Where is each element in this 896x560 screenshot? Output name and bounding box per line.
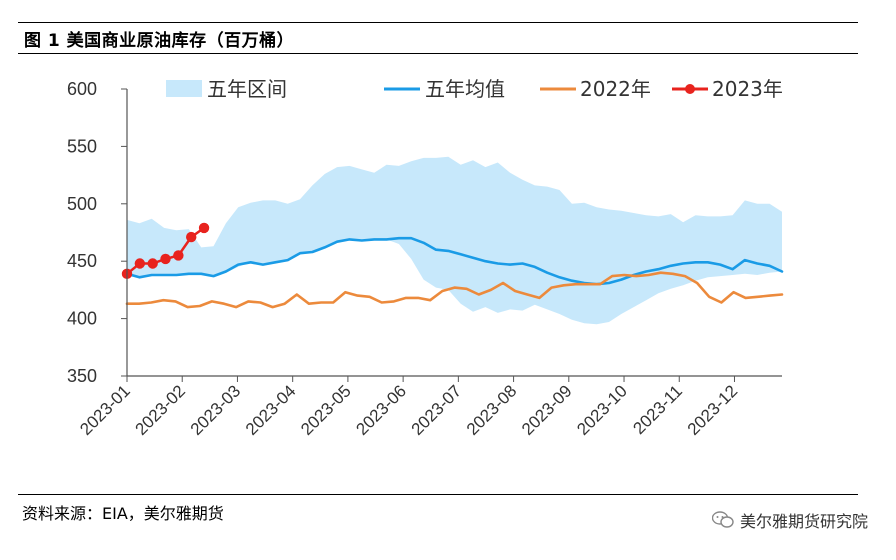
x-tick-label: 2023-07 (408, 381, 466, 439)
year-2022-line (125, 271, 784, 309)
footer-divider (18, 494, 858, 495)
legend-label-band: 五年区间 (207, 77, 287, 101)
x-tick-label: 2023-01 (76, 381, 134, 439)
data-point-2023 (198, 222, 210, 234)
series-lines-layer (121, 222, 784, 309)
legend: 五年区间 五年均值 2022年 2023年 (166, 77, 783, 101)
five-year-band-layer (127, 156, 782, 325)
x-tick-label: 2023-04 (242, 381, 300, 439)
legend-label-avg: 五年均值 (425, 77, 505, 101)
y-tick-label: 550 (67, 136, 97, 156)
source-note: 资料来源：EIA，美尔雅期货 (22, 504, 224, 523)
data-point-2023 (173, 250, 184, 261)
data-point-2023 (160, 253, 171, 265)
x-tick-label: 2023-10 (573, 381, 631, 439)
legend-label-2022: 2022年 (580, 77, 651, 101)
legend-swatch-band (166, 80, 202, 97)
chart-title: 图 1 美国商业原油库存（百万桶） (24, 31, 295, 51)
legend-marker-2023 (685, 84, 695, 94)
data-point-2023 (134, 258, 146, 269)
y-tick-label: 450 (67, 251, 97, 271)
x-tick-label: 2023-03 (187, 381, 245, 439)
x-tick-label: 2023-06 (352, 381, 410, 439)
y-tick-label: 500 (67, 194, 97, 214)
x-tick-label: 2023-05 (297, 381, 355, 439)
watermark-text: 美尔雅期货研究院 (739, 512, 868, 531)
y-tick-label: 400 (67, 309, 97, 329)
x-tick-label: 2023-02 (132, 381, 190, 439)
title-bar: 图 1 美国商业原油库存（百万桶） (18, 22, 858, 54)
data-point-2023 (186, 231, 197, 243)
five-year-average-line (125, 236, 784, 286)
data-point-2023 (147, 258, 158, 269)
x-tick-label: 2023-09 (518, 381, 576, 439)
x-tick-label: 2023-12 (684, 381, 742, 439)
watermark: 美尔雅期货研究院 (711, 508, 868, 532)
five-year-band (127, 156, 782, 325)
legend-label-2023: 2023年 (712, 77, 783, 101)
wechat-icon (711, 511, 734, 528)
axis-layer (126, 89, 782, 377)
y-tick-label: 600 (67, 79, 97, 99)
x-tick-label: 2023-11 (629, 381, 686, 438)
x-tick-label: 2023-08 (463, 381, 521, 439)
y-tick-label: 350 (67, 366, 97, 386)
